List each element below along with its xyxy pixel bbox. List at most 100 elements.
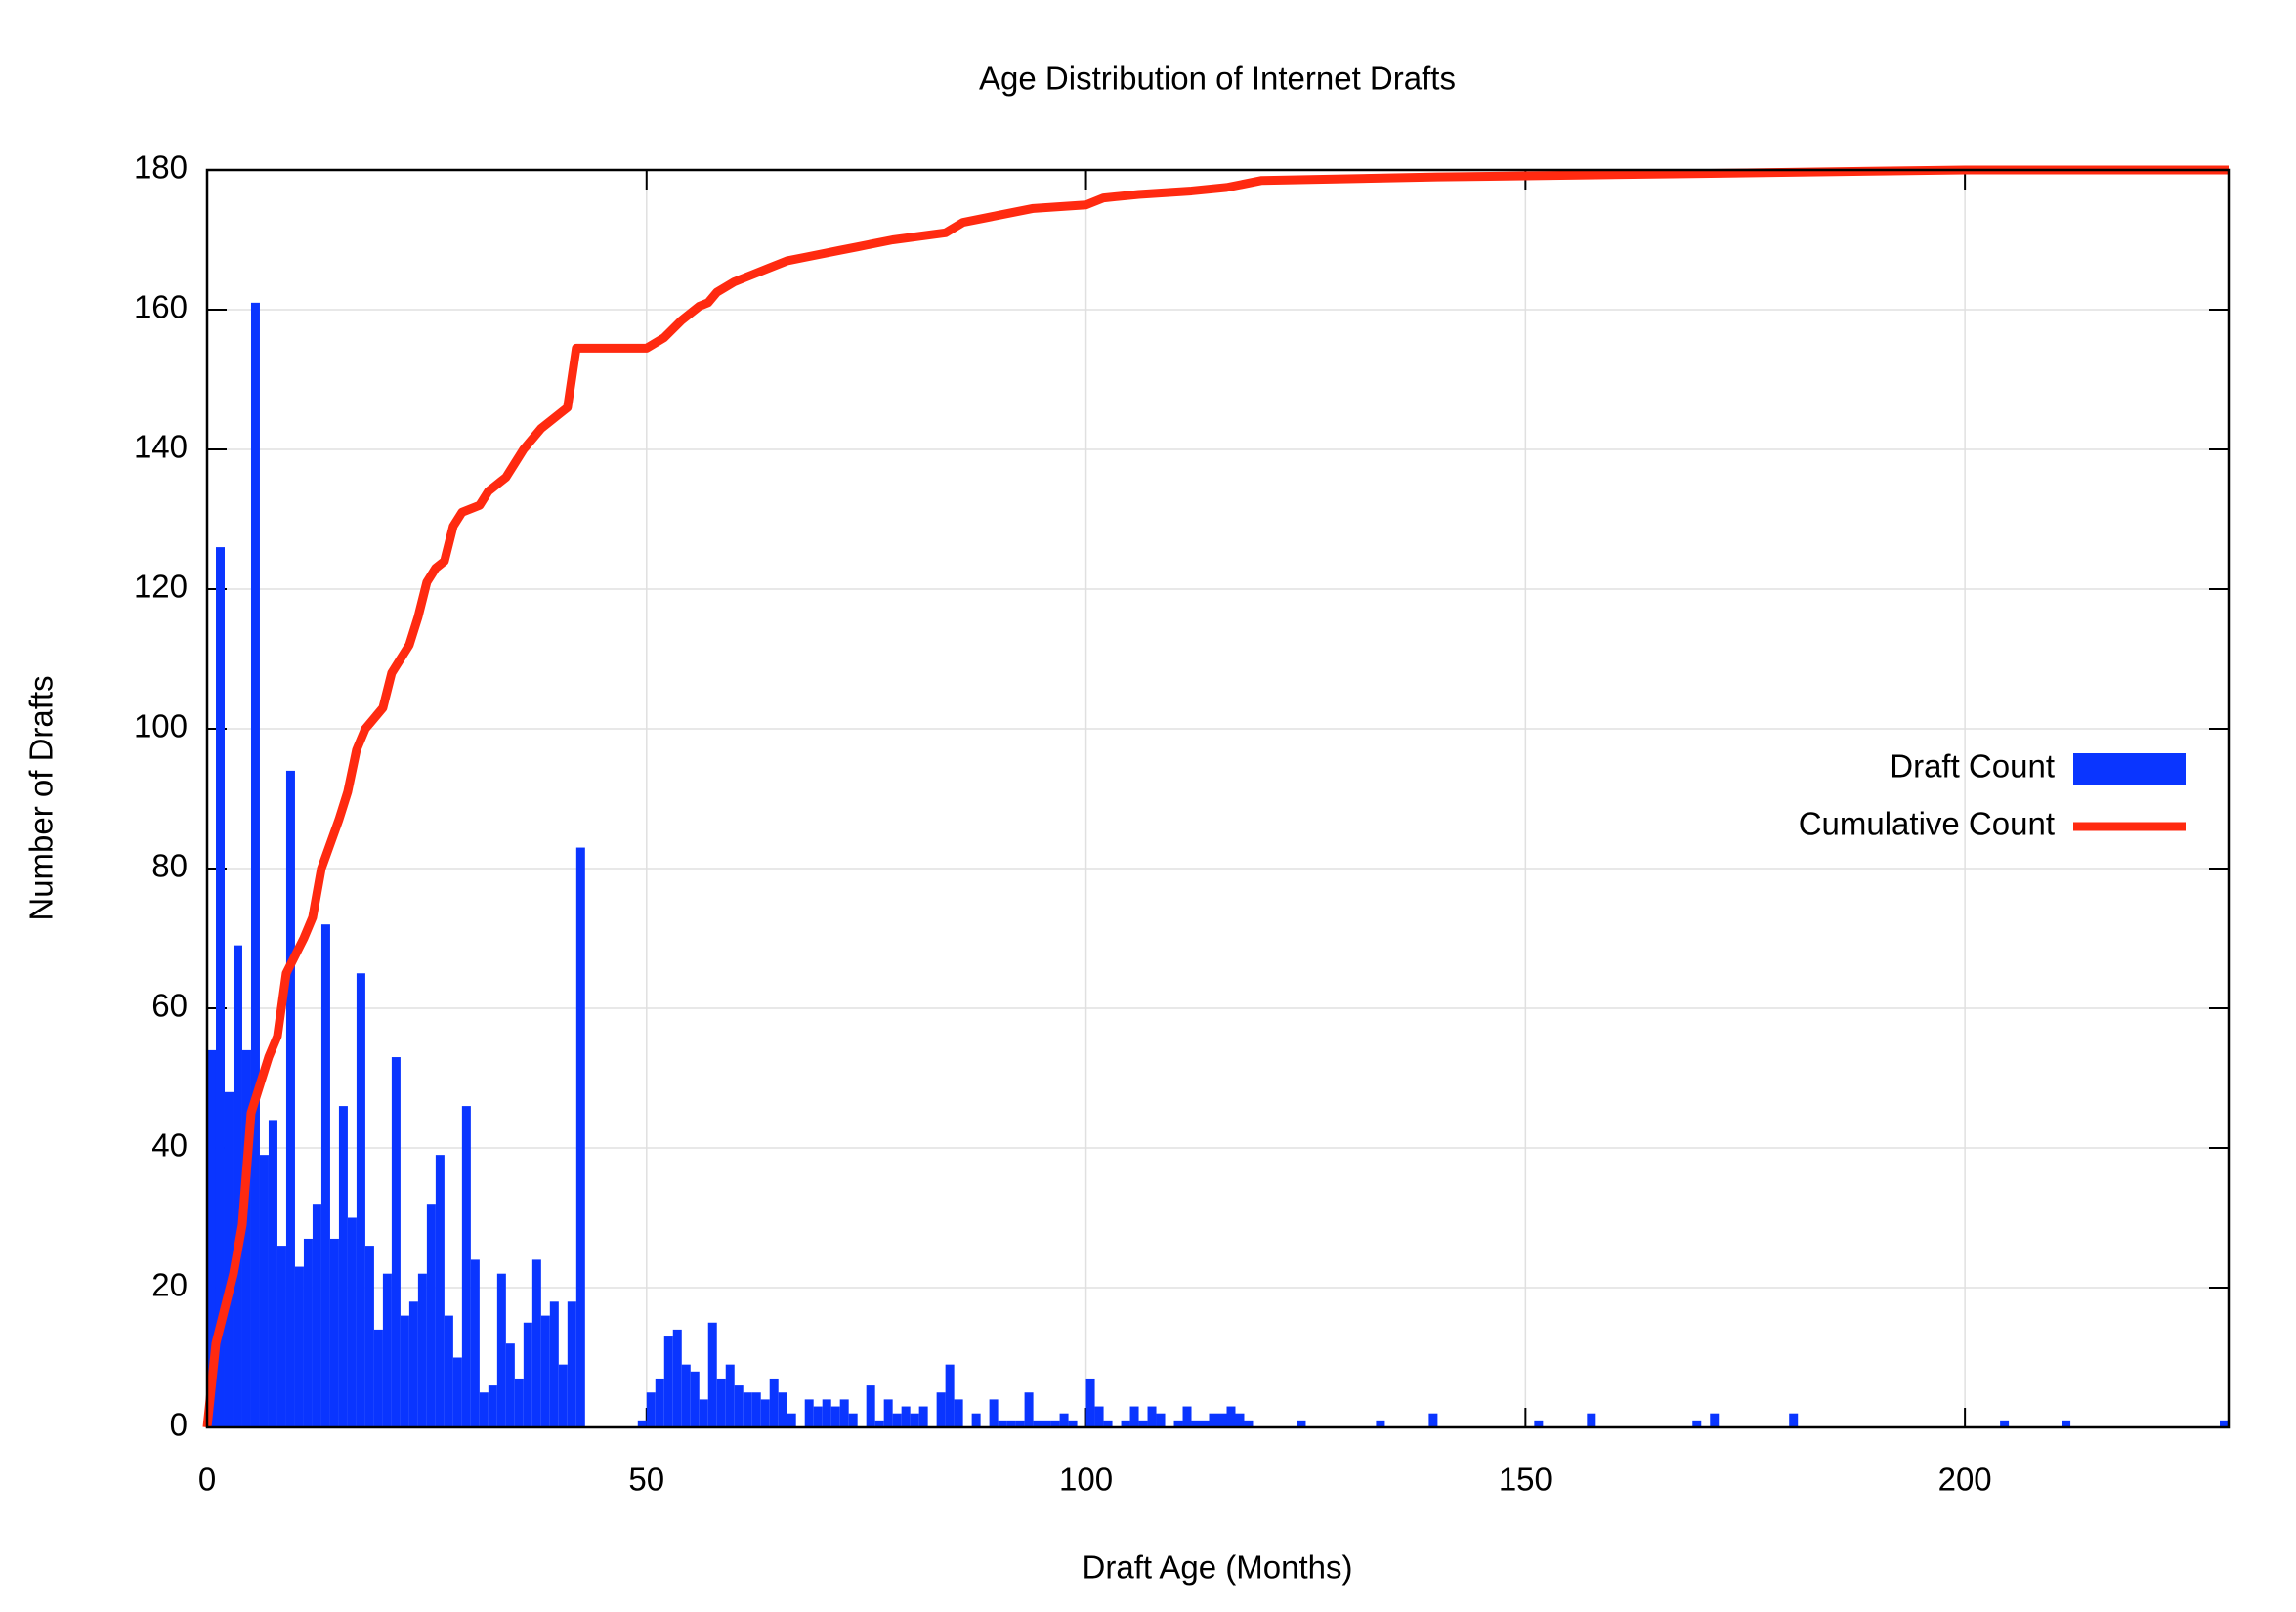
bar	[883, 1399, 893, 1427]
bar	[1428, 1413, 1438, 1427]
bar	[417, 1273, 427, 1427]
bar	[444, 1315, 453, 1427]
bar	[998, 1420, 1007, 1427]
bar	[391, 1057, 401, 1427]
y-tick-label: 120	[134, 569, 188, 605]
bar	[716, 1378, 726, 1427]
bar	[743, 1392, 752, 1427]
bar	[250, 302, 260, 1428]
y-tick-label: 60	[151, 988, 188, 1024]
x-tick-label: 50	[628, 1462, 664, 1498]
y-tick-label: 20	[151, 1267, 188, 1303]
bar	[540, 1315, 550, 1427]
bar	[1050, 1420, 1060, 1427]
bar	[558, 1364, 568, 1427]
bar	[892, 1413, 902, 1427]
bar	[400, 1315, 409, 1427]
bar	[347, 1217, 357, 1427]
bar	[364, 1246, 374, 1427]
bar	[910, 1413, 919, 1427]
bar	[1297, 1420, 1306, 1427]
y-tick-label: 80	[151, 848, 188, 884]
bar	[839, 1399, 849, 1427]
bar	[1156, 1413, 1166, 1427]
bar	[408, 1301, 418, 1427]
bar	[637, 1420, 647, 1427]
cumulative-line	[202, 165, 2229, 1428]
bar	[224, 1091, 234, 1427]
bar	[672, 1329, 682, 1427]
bar	[751, 1392, 761, 1427]
bar	[259, 1155, 269, 1427]
bar	[936, 1392, 946, 1427]
bar	[531, 1259, 541, 1427]
bar	[901, 1406, 911, 1427]
bar	[461, 1106, 471, 1427]
bar	[320, 924, 330, 1427]
bar	[329, 1238, 339, 1427]
bar	[215, 547, 225, 1427]
bar	[1103, 1420, 1113, 1427]
bar	[1173, 1420, 1183, 1427]
bar	[760, 1399, 770, 1427]
bar	[2062, 1420, 2071, 1427]
bar	[655, 1378, 664, 1427]
y-tick-label: 160	[134, 289, 188, 325]
bar	[1217, 1413, 1227, 1427]
bar	[285, 770, 295, 1427]
bar	[1085, 1378, 1095, 1427]
bar	[787, 1413, 796, 1427]
bar	[426, 1204, 436, 1427]
bar	[1692, 1420, 1702, 1427]
bar	[1710, 1413, 1720, 1427]
bar	[1200, 1420, 1210, 1427]
x-tick-label: 200	[1938, 1462, 1992, 1498]
bar	[866, 1385, 875, 1427]
y-tick-label: 0	[170, 1407, 188, 1443]
bar	[989, 1399, 999, 1427]
bar	[382, 1273, 392, 1427]
bar	[312, 1204, 321, 1427]
bar	[294, 1266, 304, 1427]
bar	[373, 1329, 383, 1427]
bar	[954, 1399, 963, 1427]
bar	[663, 1336, 673, 1427]
y-tick-label: 180	[134, 149, 188, 186]
bar	[945, 1364, 955, 1427]
bar	[452, 1357, 462, 1427]
y-tick-label: 100	[134, 708, 188, 744]
bar	[848, 1413, 858, 1427]
y-tick-label: 40	[151, 1127, 188, 1164]
bar	[276, 1246, 286, 1427]
plot-frame	[205, 168, 2231, 1429]
bar	[1121, 1420, 1130, 1427]
bar	[707, 1322, 717, 1427]
bar	[778, 1392, 787, 1427]
legend-swatch	[2073, 753, 2186, 785]
bar	[2000, 1420, 2010, 1427]
bar	[2220, 1420, 2229, 1427]
bar	[1534, 1420, 1544, 1427]
bar	[971, 1413, 981, 1427]
bar	[1376, 1420, 1385, 1427]
bar	[874, 1420, 884, 1427]
bar	[646, 1392, 656, 1427]
bar	[1138, 1420, 1148, 1427]
bar	[725, 1364, 735, 1427]
bar	[523, 1322, 532, 1427]
bar	[233, 945, 242, 1427]
bar	[1147, 1406, 1157, 1427]
bar	[575, 847, 585, 1427]
bar	[1068, 1420, 1078, 1427]
bar	[1059, 1413, 1069, 1427]
bar	[241, 1049, 251, 1427]
bar	[1024, 1392, 1034, 1427]
bar	[505, 1343, 515, 1427]
bar	[207, 1049, 216, 1427]
bar	[1094, 1406, 1104, 1427]
bar	[813, 1406, 823, 1427]
bar	[303, 1238, 313, 1427]
y-axis-label: Number of Drafts	[23, 675, 60, 920]
